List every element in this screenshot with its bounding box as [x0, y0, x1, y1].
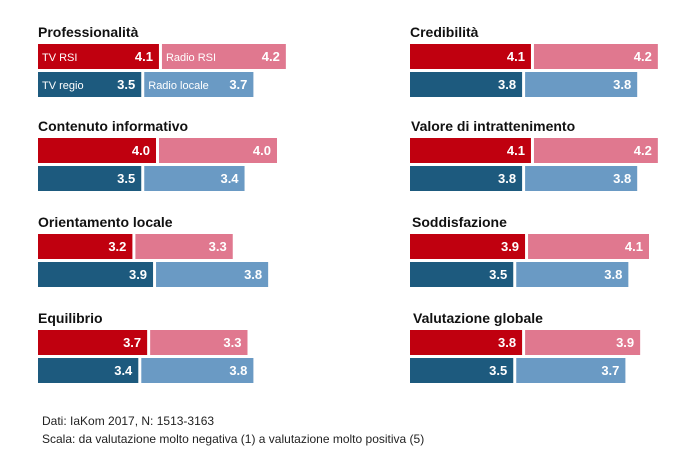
panel-title: Orientamento locale [38, 214, 173, 230]
legend-label: TV RSI [42, 52, 77, 64]
panel-4: Orientamento locale 3.2 3.3 3.9 3.8 [38, 214, 269, 287]
data-label: 3.8 [229, 363, 247, 378]
panel-title: Valore di intrattenimento [411, 118, 575, 134]
data-label: 4.1 [507, 49, 525, 64]
data-label: 3.8 [498, 171, 516, 186]
panel-6: Equilibrio 3.7 3.3 3.4 3.8 [38, 310, 254, 383]
panel-title: Professionalità [38, 24, 139, 40]
data-label: 3.8 [604, 267, 622, 282]
bar-radio-rsi [528, 234, 649, 259]
panel-title: Soddisfazione [412, 214, 507, 230]
legend-label: Radio locale [148, 80, 209, 92]
data-label: 3.7 [123, 335, 141, 350]
bar-radio-locale [144, 166, 245, 191]
data-label: 3.8 [244, 267, 262, 282]
legend-label: Radio RSI [166, 52, 216, 64]
footer-source: Dati: IaKom 2017, N: 1513-3163 [42, 414, 215, 428]
bar-tv-regio [410, 72, 523, 97]
data-label: 4.1 [625, 239, 643, 254]
bar-tv-regio [410, 358, 514, 383]
data-label: 3.3 [209, 239, 227, 254]
data-label: 3.8 [613, 171, 631, 186]
panel-0: Professionalità 4.1 TV RSI 4.2 Radio RSI 3.5 T… [38, 24, 286, 97]
bar-radio-locale [516, 262, 629, 287]
bar-radio-locale [525, 72, 638, 97]
panel-title: Credibilità [410, 24, 479, 40]
data-label: 3.5 [117, 77, 135, 92]
bar-radio-rsi [150, 330, 248, 355]
data-label: 3.5 [117, 171, 135, 186]
data-label: 4.0 [132, 143, 150, 158]
bar-radio-locale [525, 166, 638, 191]
data-label: 3.8 [613, 77, 631, 92]
data-label: 3.9 [616, 335, 634, 350]
data-label: 3.5 [489, 267, 507, 282]
panel-title: Valutazione globale [413, 310, 543, 326]
data-label: 3.5 [489, 363, 507, 378]
bar-tv-rsi [38, 138, 156, 163]
data-label: 3.2 [108, 239, 126, 254]
data-label: 4.1 [135, 49, 153, 64]
data-label: 3.3 [223, 335, 241, 350]
bar-radio-locale [144, 72, 254, 97]
panel-title: Equilibrio [38, 310, 103, 326]
footer-scale: Scala: da valutazione molto negativa (1)… [42, 432, 425, 446]
data-label: 4.2 [634, 143, 652, 158]
bar-tv-regio [38, 262, 154, 287]
data-label: 3.9 [129, 267, 147, 282]
data-label: 3.8 [498, 335, 516, 350]
data-label: 3.8 [498, 77, 516, 92]
bar-tv-regio [38, 166, 142, 191]
bar-tv-rsi [38, 234, 133, 259]
bar-tv-rsi [410, 234, 526, 259]
bar-tv-regio [410, 262, 514, 287]
data-label: 3.4 [220, 171, 239, 186]
bar-radio-rsi [161, 44, 286, 69]
bar-tv-regio [38, 72, 142, 97]
bar-radio-rsi [525, 330, 641, 355]
data-label: 4.1 [507, 143, 525, 158]
bar-tv-rsi [410, 138, 531, 163]
bar-tv-rsi [410, 44, 531, 69]
bar-tv-rsi [410, 330, 523, 355]
panel-title: Contenuto informativo [38, 118, 188, 134]
bar-radio-rsi [533, 44, 658, 69]
legend-label: TV regio [42, 80, 84, 92]
data-label: 3.9 [501, 239, 519, 254]
bar-radio-locale [141, 358, 254, 383]
bar-tv-rsi [38, 330, 148, 355]
bar-radio-rsi [159, 138, 277, 163]
bar-tv-regio [38, 358, 139, 383]
panel-5: Soddisfazione 3.9 4.1 3.5 3.8 [410, 214, 649, 287]
bar-tv-regio [410, 166, 523, 191]
bar-radio-locale [516, 358, 626, 383]
data-label: 4.2 [262, 49, 280, 64]
bar-radio-rsi [533, 138, 658, 163]
bar-tv-rsi [38, 44, 159, 69]
panel-7: Valutazione globale 3.8 3.9 3.5 3.7 [410, 310, 641, 383]
data-label: 3.7 [229, 77, 247, 92]
bar-radio-locale [156, 262, 269, 287]
data-label: 3.4 [114, 363, 133, 378]
data-label: 4.2 [634, 49, 652, 64]
data-label: 3.7 [601, 363, 619, 378]
panel-2: Contenuto informativo 4.0 4.0 3.5 3.4 [38, 118, 277, 191]
data-label: 4.0 [253, 143, 271, 158]
bar-radio-rsi [135, 234, 233, 259]
